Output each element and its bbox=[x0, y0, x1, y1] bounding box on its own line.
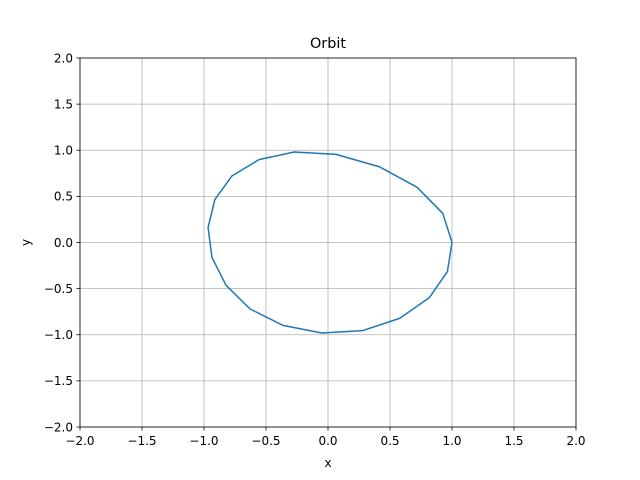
x-tick-label: 0.0 bbox=[318, 434, 337, 448]
y-tick-label: 2.0 bbox=[54, 51, 73, 65]
y-tick-label: 1.5 bbox=[54, 97, 73, 111]
y-axis-label: y bbox=[19, 239, 33, 246]
x-tick-label: 1.0 bbox=[442, 434, 461, 448]
x-tick-label: −2.0 bbox=[65, 434, 94, 448]
ticks: −2.0 −1.5 −1.0 −0.5 0.0 0.5 1.0 1.5 2.0 −2.0 −1.5 −… bbox=[44, 51, 586, 448]
y-tick-label: −2.0 bbox=[44, 420, 73, 434]
chart-title: Orbit bbox=[310, 36, 346, 52]
x-tick-label: −1.5 bbox=[127, 434, 156, 448]
x-tick-label: −0.5 bbox=[251, 434, 280, 448]
y-tick-label: −1.0 bbox=[44, 328, 73, 342]
x-tick-label: 1.5 bbox=[504, 434, 523, 448]
y-tick-label: 0.5 bbox=[54, 190, 73, 204]
y-tick-label: 0.0 bbox=[54, 236, 73, 250]
x-tick-label: 2.0 bbox=[566, 434, 585, 448]
y-tick-label: −1.5 bbox=[44, 374, 73, 388]
y-tick-label: −0.5 bbox=[44, 282, 73, 296]
orbit-line bbox=[207, 151, 453, 334]
x-tick-label: −1.0 bbox=[189, 434, 218, 448]
y-tick-label: 1.0 bbox=[54, 144, 73, 158]
x-tick-label: 0.5 bbox=[380, 434, 399, 448]
x-axis-label: x bbox=[324, 456, 331, 470]
series-layer bbox=[207, 151, 453, 334]
